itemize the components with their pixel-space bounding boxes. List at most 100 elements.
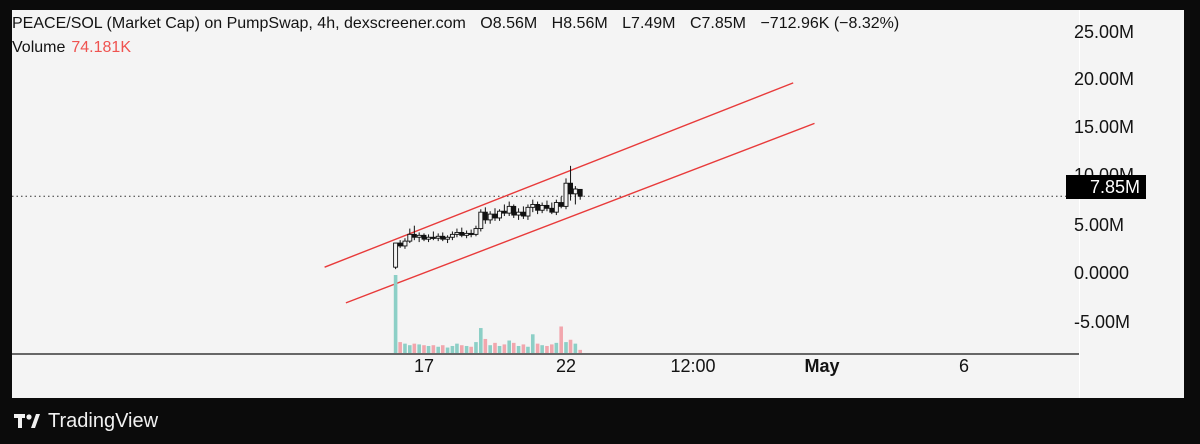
x-tick-label: May [804,356,840,376]
tradingview-logo-icon [14,414,40,428]
chart-panel[interactable] [12,10,1184,398]
candle-body [563,182,569,207]
volume-bar [455,343,459,353]
volume-bar [440,345,445,353]
volume-legend[interactable]: Volume 74.181K [12,39,131,57]
ohlc-open: O8.56M [480,15,538,32]
candle-body [482,211,488,221]
volume-bar [469,346,473,353]
volume-bar [535,343,540,353]
volume-bar [422,345,426,353]
candle-body [440,235,446,240]
x-tick-label: 6 [958,356,970,376]
candle-body [530,203,536,208]
candle-body [539,204,545,211]
y-tick-label: 0.0000 [1074,263,1130,283]
volume-bar [479,328,483,353]
candle-body [464,232,470,236]
candle-body [558,202,564,207]
volume-bar [568,339,573,353]
volume-bar [398,342,402,353]
tradingview-brand[interactable]: TradingView [14,409,158,433]
volume-bar [459,345,464,353]
candle-body [397,242,403,247]
ohlc-low: L7.49M [622,15,676,32]
volume-bar [526,346,530,353]
volume-label: Volume [12,39,66,56]
volume-bar [559,326,563,353]
candle-body [525,206,531,217]
volume-bar [483,338,488,353]
channel-upper-line [324,82,794,268]
candle-body [572,188,578,195]
y-tick-label: 25.00M [1074,22,1135,42]
y-tick-label: -5.00M [1074,312,1131,332]
y-tick-label: 15.00M [1074,117,1135,137]
ohlc-high: H8.56M [551,15,608,32]
candle-body [516,211,522,216]
candle-body [426,236,431,240]
candle-body [535,203,541,211]
volume-bar [540,345,544,353]
candle-body [449,233,455,238]
pair-title: PEACE/SOL (Market Cap) on PumpSwap, 4h, … [12,15,466,32]
candle-body [435,235,441,239]
candle-body [568,182,573,195]
candle-body [511,205,517,216]
volume-bar [393,275,398,353]
candle-body [407,233,413,242]
y-tick-label: 5.00M [1074,215,1125,235]
candle-body [487,213,493,221]
candle-body [492,213,498,219]
volume-bar [516,345,521,353]
ohlc-change: −712.96K (−8.32%) [760,15,900,32]
volume-bar [445,347,450,353]
volume-bar [545,345,549,353]
volume-bar [493,342,497,353]
volume-bar [408,345,412,353]
candle-body [544,204,550,209]
candle-body [454,231,460,235]
candle-body [553,202,559,213]
candle-body [393,242,399,268]
x-tick-label: 12:00 [670,356,716,376]
volume-bar [436,346,440,353]
candle-body [468,232,474,236]
y-tick-label: 20.00M [1074,69,1135,89]
candle-body [497,210,502,219]
candle-body [416,234,422,238]
volume-bar [521,344,526,353]
volume-bar [502,344,507,353]
candle-body [549,207,555,213]
x-tick-label: 22 [555,356,577,376]
volume-bar [573,343,578,353]
candle-body [478,211,484,230]
candle-body [520,211,526,217]
candle-body [577,188,583,197]
candle-body [430,236,436,239]
volume-bar [431,345,436,353]
candle-body [421,234,427,240]
volume-bar [564,342,568,353]
candle-body [459,231,465,236]
ohlc-close: C7.85M [689,15,746,32]
volume-bar [511,342,516,353]
volume-bar [426,345,431,353]
volume-bar [464,345,469,353]
volume-value: 74.181K [71,39,131,56]
volume-bar [417,344,421,353]
candle-body [473,228,479,235]
volume-bar [450,345,455,353]
chart-header: PEACE/SOL (Market Cap) on PumpSwap, 4h, … [12,15,909,33]
volume-bar [412,343,417,353]
candle-body [411,233,417,238]
volume-bar [554,342,559,353]
volume-bar [550,344,554,353]
candle-body [402,240,408,247]
volume-bar [578,349,582,353]
price-axis-divider [1079,10,1080,398]
candle-body [506,205,512,214]
current-price-tag: 7.85M [1066,175,1146,199]
